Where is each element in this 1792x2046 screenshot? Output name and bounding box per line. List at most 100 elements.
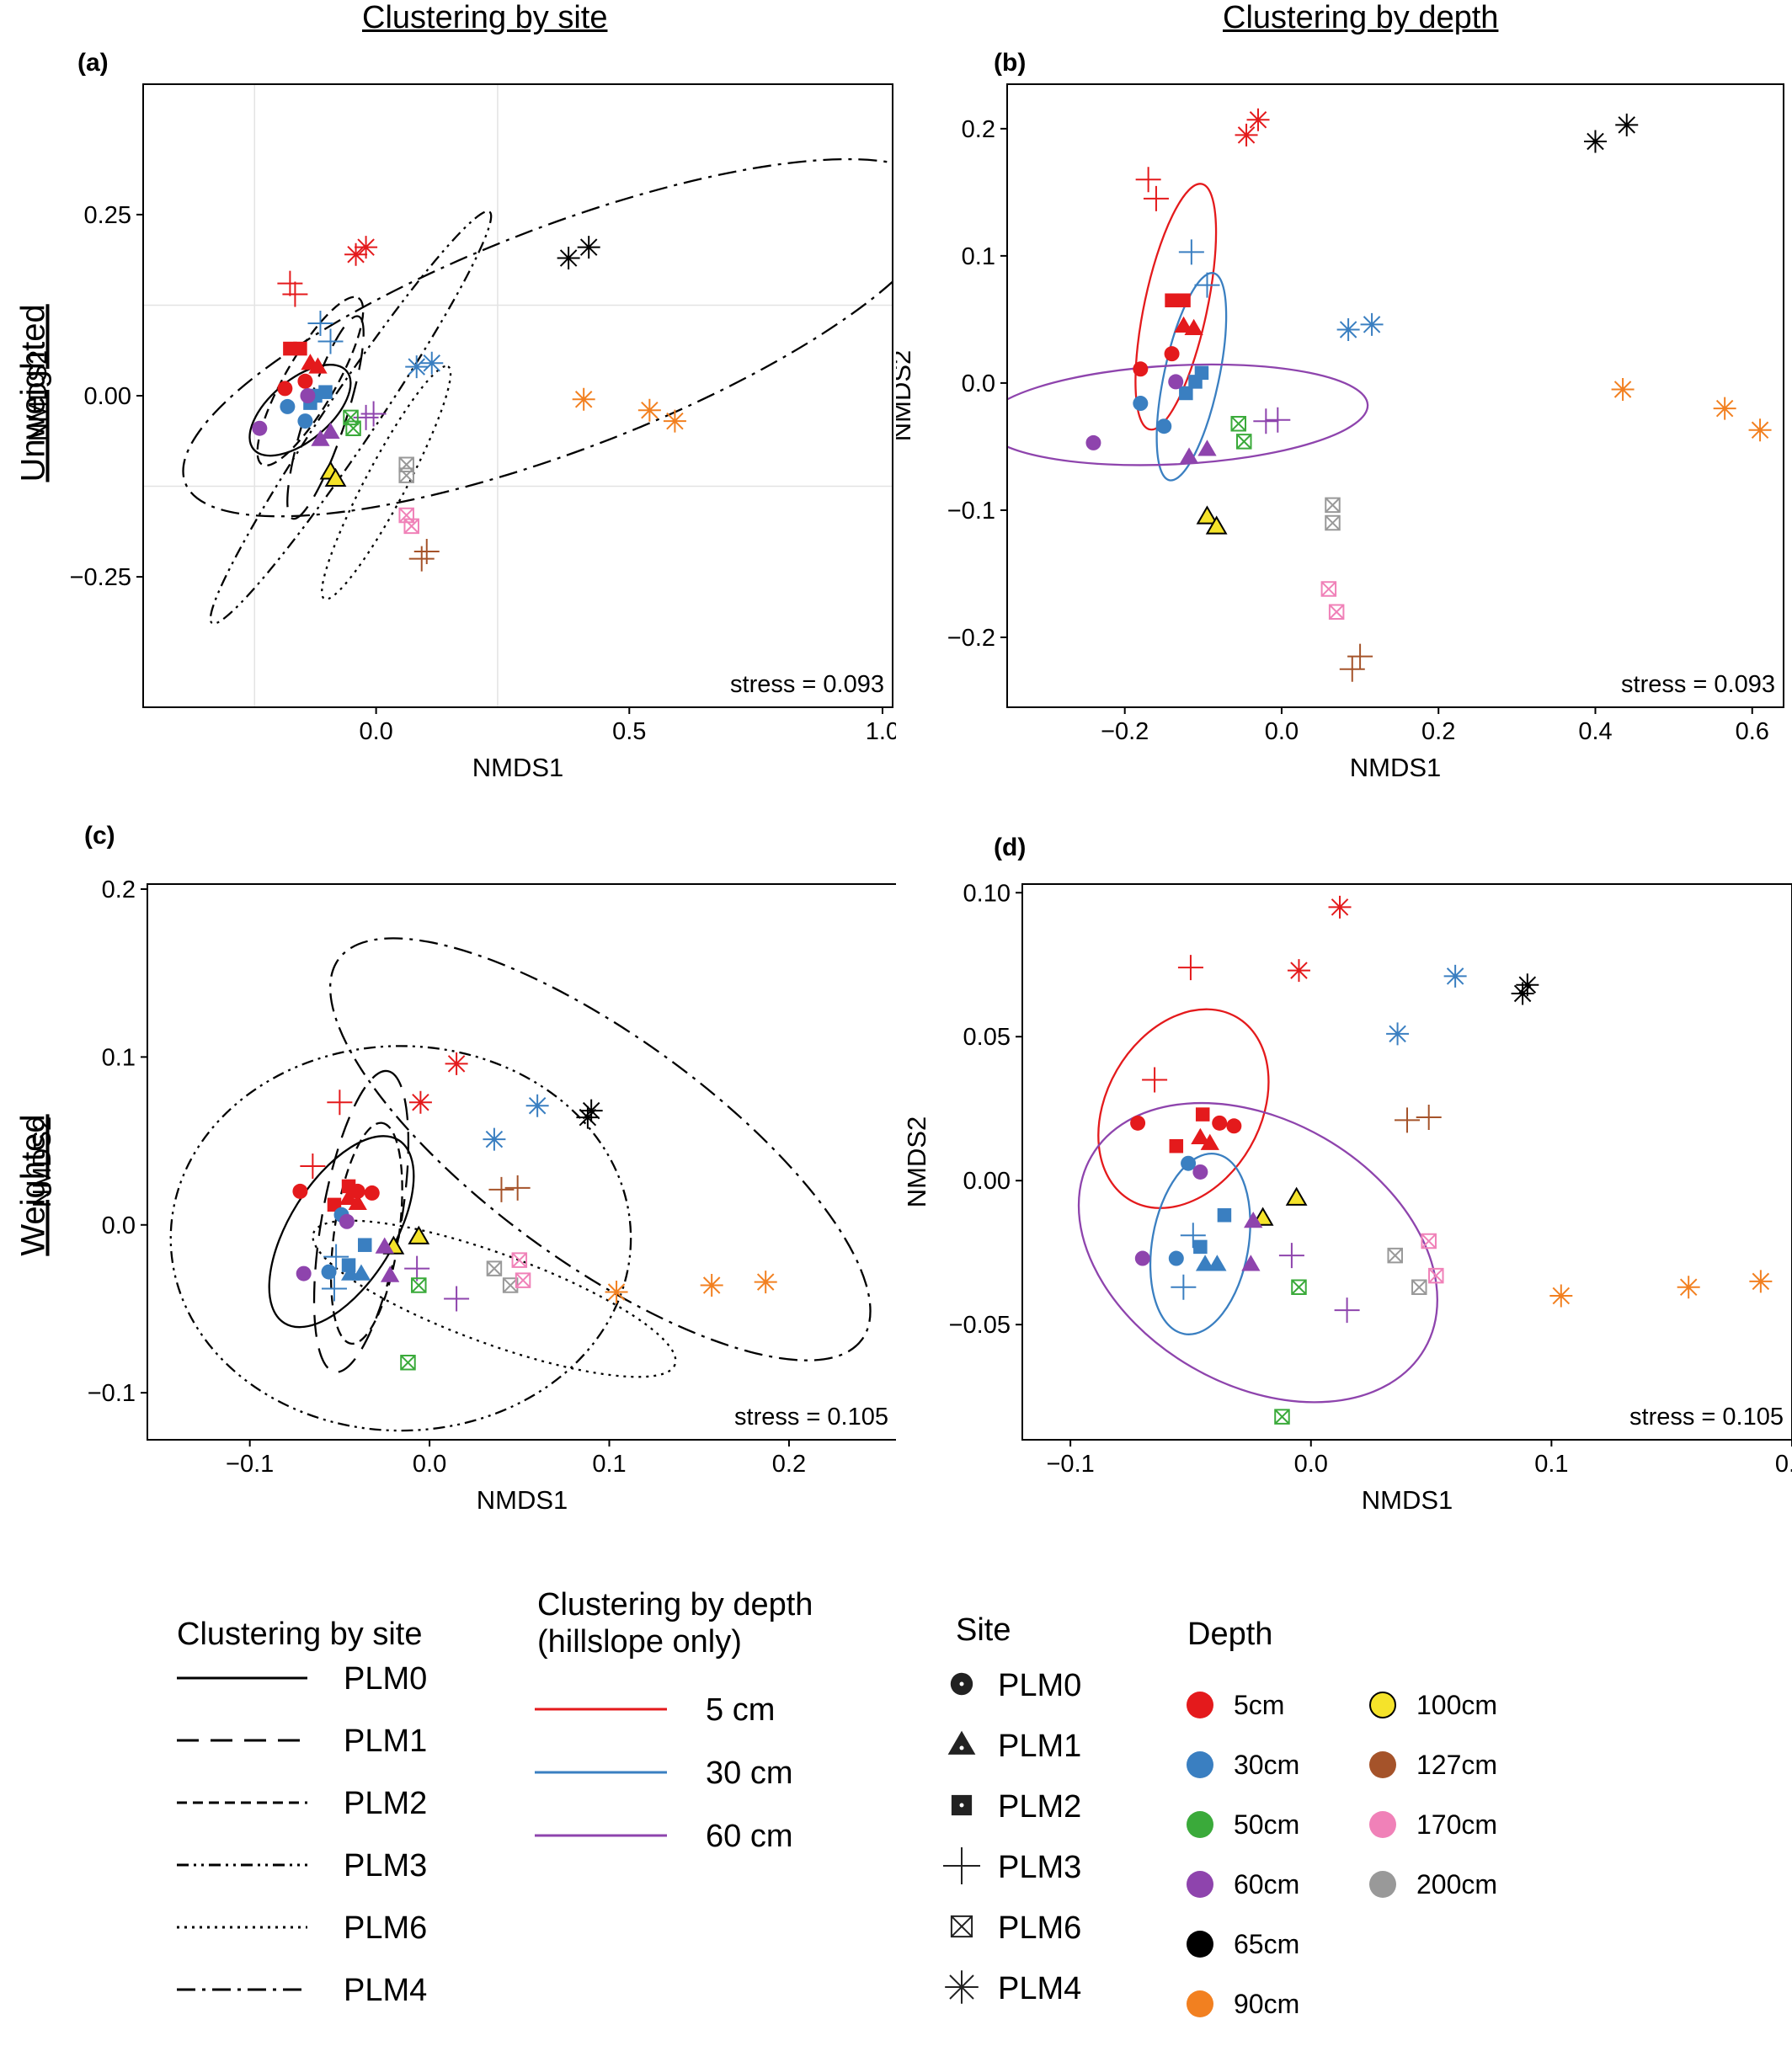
point-plm3-127cm — [1339, 656, 1365, 682]
legend-label-30cm: 30cm — [1234, 1750, 1299, 1780]
point-plm6-50cm — [345, 420, 361, 436]
panel-label-a: (a) — [77, 49, 109, 77]
point-plm3-127cm — [413, 539, 440, 564]
point-plm4-30cm — [525, 1094, 549, 1117]
point-plm6-200cm — [486, 1260, 503, 1276]
point-plm3-5cm — [327, 1090, 353, 1116]
point-plm4-65cm — [1516, 973, 1539, 997]
column-title-site: Clustering by site — [362, 0, 608, 35]
legend-swatch-5cm — [1187, 1692, 1213, 1718]
point-plm0-5cm — [1130, 1115, 1146, 1131]
point-plm6-50cm — [411, 1277, 427, 1293]
legend-label-plm6: PLM6 — [998, 1910, 1081, 1946]
legend-label-5cm: 5 cm — [706, 1692, 775, 1728]
point-plm2-30cm — [1217, 1208, 1232, 1223]
x-axis-label: NMDS1 — [477, 1485, 568, 1515]
point-plm6-200cm — [1325, 514, 1341, 531]
point-plm6-50cm — [1230, 415, 1246, 432]
legend-swatch-200cm — [1369, 1871, 1396, 1898]
legend-label-plm0: PLM0 — [998, 1668, 1081, 1703]
point-plm6-50cm — [1274, 1409, 1290, 1425]
legend-label-200cm: 200cm — [1416, 1869, 1497, 1899]
point-plm4-30cm — [420, 351, 444, 375]
point-plm6-170cm — [1320, 581, 1337, 597]
legend-label-100cm: 100cm — [1416, 1690, 1497, 1720]
point-plm4-90cm — [663, 409, 686, 433]
legend-depth: Depth 5cm 30cm 50cm 60cm 65cm 90cm 100cm 127cm 1… — [1162, 1617, 1583, 2042]
ellipse-5cm — [1097, 1008, 1270, 1209]
legend-shape-plm4 — [945, 1970, 979, 2004]
point-plm0-30cm — [321, 1264, 337, 1280]
point-plm2-5cm — [1165, 293, 1179, 307]
point-plm0-5cm — [1133, 361, 1149, 377]
point-plm1-60cm — [1241, 1255, 1261, 1271]
nmds-plot-b: −0.2 0.0 0.2 0.4 0.6 0.2 0.1 0.0 −0.1 −0.2 NMDS1 NM… — [896, 83, 1784, 782]
point-plm4-5cm — [1235, 123, 1258, 147]
ellipse-plm4 — [328, 937, 872, 1361]
point-plm4-90cm — [1549, 1284, 1573, 1308]
legend-swatch-170cm — [1369, 1811, 1396, 1838]
point-plm0-30cm — [1181, 1155, 1197, 1171]
point-plm3-60cm — [1253, 408, 1279, 434]
point-plm6-200cm — [502, 1277, 519, 1293]
x-tick-label: 0.0 — [359, 718, 392, 745]
point-plm6-200cm — [1387, 1247, 1403, 1264]
point-plm3-5cm — [1142, 1067, 1168, 1093]
legend-swatch-100cm — [1369, 1692, 1396, 1718]
x-tick-label: 0.0 — [1265, 718, 1299, 745]
point-plm1-100cm — [1285, 1186, 1308, 1206]
ellipse-plm4 — [182, 157, 893, 518]
point-plm2-5cm — [1176, 293, 1191, 307]
legend-shape-dot — [959, 1803, 964, 1808]
point-plm6-200cm — [1325, 497, 1341, 514]
x-axis-label: NMDS1 — [472, 753, 564, 782]
ellipse-plm0 — [268, 1135, 415, 1329]
legend-label-plm0: PLM0 — [344, 1663, 427, 1697]
column-title-depth: Clustering by depth — [1223, 0, 1499, 35]
point-plm0-5cm — [292, 1183, 308, 1199]
point-plm4-65cm — [576, 1106, 600, 1129]
legend-label-plm2: PLM2 — [344, 1786, 427, 1821]
legend-swatch-60cm — [1187, 1871, 1213, 1898]
point-plm1-5cm — [1200, 1133, 1219, 1150]
x-tick-label: −0.1 — [1047, 1451, 1095, 1478]
point-plm0-5cm — [1164, 346, 1180, 362]
panel-label-c: (c) — [84, 822, 115, 850]
ellipse-plm6 — [312, 1219, 677, 1378]
point-plm4-5cm — [445, 1052, 468, 1075]
legend-label-plm3: PLM3 — [998, 1850, 1081, 1885]
ellipse-layer — [182, 157, 893, 625]
point-plm0-60cm — [1134, 1250, 1150, 1266]
point-plm2-5cm — [1195, 1107, 1210, 1122]
x-tick-label: 0.4 — [1578, 718, 1612, 745]
point-plm2-30cm — [318, 385, 333, 399]
point-plm2-5cm — [1169, 1138, 1184, 1154]
nmds-plot-c: −0.1 0.0 0.1 0.2 0.2 0.1 0.0 −0.1 NMDS1 NMDS2 stre… — [27, 876, 896, 1515]
point-plm6-170cm — [1421, 1233, 1437, 1249]
point-plm0-60cm — [339, 1213, 355, 1229]
point-plm0-30cm — [1168, 1250, 1184, 1266]
legend-swatch-65cm — [1187, 1931, 1213, 1958]
point-plm4-65cm — [1615, 113, 1639, 136]
point-plm3-127cm — [504, 1175, 531, 1201]
y-tick-label: 0.00 — [963, 1168, 1011, 1195]
point-plm3-5cm — [277, 270, 303, 296]
stress-label: stress = 0.105 — [734, 1404, 888, 1431]
point-plm0-5cm — [364, 1185, 380, 1201]
legend-depth-clustering-title-1: Clustering by depth — [537, 1587, 813, 1622]
point-plm4-90cm — [1611, 377, 1635, 401]
legend-swatch-50cm — [1187, 1811, 1213, 1838]
point-plm1-60cm — [321, 422, 340, 440]
point-plm3-60cm — [1265, 407, 1291, 433]
point-plm1-5cm — [348, 1193, 367, 1210]
point-plm0-5cm — [1212, 1115, 1228, 1131]
y-tick-label: −0.1 — [88, 1380, 136, 1407]
point-plm4-30cm — [405, 355, 429, 379]
legend-label-170cm: 170cm — [1416, 1809, 1497, 1840]
point-plm4-65cm — [1511, 982, 1534, 1005]
point-plm1-60cm — [375, 1237, 394, 1254]
point-plm6-200cm — [1411, 1279, 1427, 1296]
point-plm4-30cm — [1443, 964, 1467, 988]
legend-label-60cm: 60 cm — [706, 1819, 792, 1854]
ellipse-plm2 — [329, 1122, 403, 1345]
